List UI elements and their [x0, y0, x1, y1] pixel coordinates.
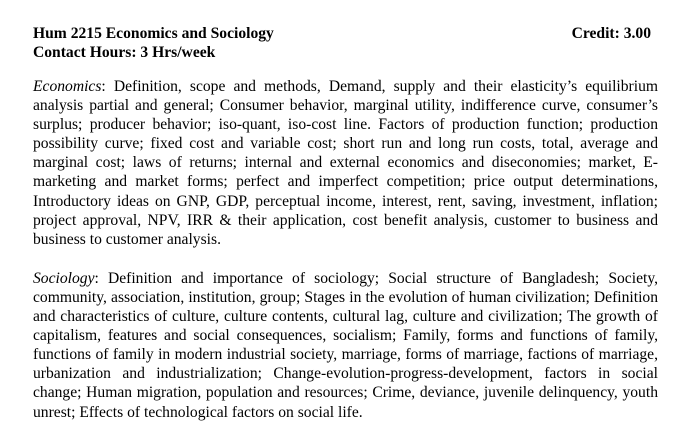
sociology-section: Sociology: Definition and importance of …: [33, 269, 658, 422]
economics-title: Economics: [33, 78, 102, 95]
economics-body: : Definition, scope and methods, Demand,…: [33, 78, 658, 248]
course-header: Hum 2215 Economics and Sociology Credit:…: [33, 24, 658, 62]
course-document: Hum 2215 Economics and Sociology Credit:…: [33, 24, 658, 422]
header-row: Hum 2215 Economics and Sociology Credit:…: [33, 24, 658, 43]
course-credit: Credit: 3.00: [571, 25, 651, 42]
course-code-title: Hum 2215 Economics and Sociology: [33, 25, 274, 42]
sociology-body: : Definition and importance of sociology…: [33, 269, 658, 421]
sociology-title: Sociology: [33, 269, 95, 287]
contact-hours: Contact Hours: 3 Hrs/week: [33, 44, 216, 61]
economics-section: Economics: Definition, scope and methods…: [33, 77, 658, 249]
